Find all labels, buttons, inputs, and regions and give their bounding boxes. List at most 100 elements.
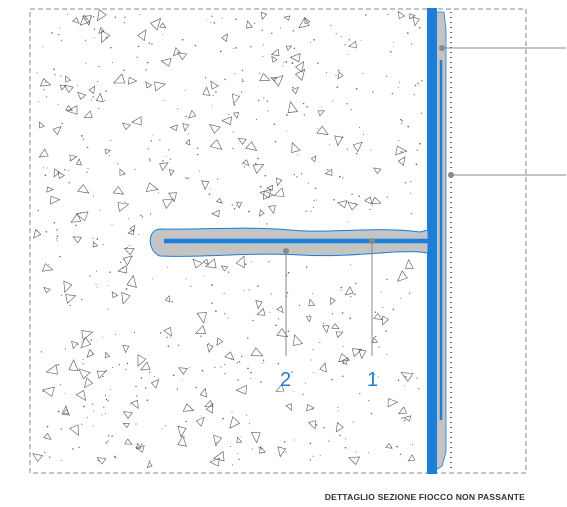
aggregate-dot <box>346 103 348 105</box>
aggregate-triangle <box>229 416 241 429</box>
aggregate-triangle <box>185 138 191 146</box>
aggregate-triangle <box>259 445 266 454</box>
aggregate-triangle <box>403 415 412 422</box>
aggregate-triangle <box>72 236 82 244</box>
aggregate-dot <box>370 412 373 415</box>
aggregate-triangle <box>235 384 247 395</box>
aggregate-triangle <box>250 347 264 357</box>
aggregate-triangle <box>295 61 305 73</box>
aggregate-dot <box>237 379 239 381</box>
aggregate-triangle <box>212 451 225 462</box>
aggregate-triangle <box>272 74 284 87</box>
aggregate-dot <box>216 178 219 180</box>
aggregate-dot <box>119 261 122 264</box>
aggregate-triangle <box>352 141 363 153</box>
aggregate-dot <box>140 377 143 379</box>
aggregate-dot <box>354 202 356 204</box>
aggregate-dot <box>292 30 295 32</box>
aggregate-dot <box>331 313 334 315</box>
aggregate-dot <box>72 448 74 450</box>
aggregate-dot <box>91 352 94 354</box>
aggregate-dot <box>48 263 50 265</box>
aggregate-dot <box>81 341 83 343</box>
aggregate-triangle <box>267 205 276 215</box>
aggregate-triangle <box>136 442 142 449</box>
aggregate-dot <box>266 100 268 102</box>
aggregate-dot <box>80 135 83 137</box>
aggregate-dot <box>252 319 254 322</box>
aggregate-dot <box>105 370 107 372</box>
aggregate-dot <box>79 212 82 214</box>
aggregate-triangle <box>177 425 187 438</box>
aggregate-dot <box>231 204 233 206</box>
aggregate-dot <box>304 382 306 384</box>
aggregate-dot <box>348 39 351 41</box>
aggregate-dot <box>69 304 71 306</box>
aggregate-dot <box>317 62 319 64</box>
aggregate-triangle <box>150 378 160 389</box>
aggregate-dot <box>57 363 60 366</box>
aggregate-dot <box>109 389 111 390</box>
aggregate-dot <box>148 158 151 160</box>
aggregate-dot <box>378 376 380 378</box>
aggregate-triangle <box>209 139 223 150</box>
aggregate-dot <box>211 302 213 304</box>
aggregate-triangle <box>163 327 172 337</box>
aggregate-triangle <box>206 343 214 353</box>
aggregate-dot <box>90 99 93 101</box>
aggregate-triangle <box>137 354 147 367</box>
aggregate-dot <box>113 455 116 458</box>
aggregate-dot <box>235 18 237 20</box>
aggregate-dot <box>81 423 83 425</box>
aggregate-dot <box>157 192 159 194</box>
aggregate-dot <box>354 293 356 296</box>
aggregate-dot <box>243 290 245 292</box>
aggregate-dot <box>110 140 112 142</box>
aggregate-dot <box>310 359 312 361</box>
aggregate-dot <box>96 286 98 288</box>
aggregate-triangle <box>259 73 271 82</box>
aggregate-triangle <box>101 30 111 44</box>
aggregate-dot <box>387 13 389 16</box>
aggregate-triangle <box>202 258 209 266</box>
aggregate-triangle <box>319 362 327 373</box>
aggregate-triangle <box>336 200 348 209</box>
aggregate-dot <box>93 37 95 39</box>
aggregate-triangle <box>122 344 130 354</box>
aggregate-triangle <box>285 403 292 411</box>
aggregate-dot <box>298 304 301 307</box>
aggregate-dot <box>89 275 91 277</box>
callout-number-2: 2 <box>280 369 291 391</box>
aggregate-dot <box>105 398 108 401</box>
aggregate-triangle <box>41 263 54 272</box>
aggregate-dot <box>151 278 153 280</box>
aggregate-dot <box>46 167 48 169</box>
aggregate-triangle <box>177 367 188 375</box>
aggregate-triangle <box>68 359 79 372</box>
aggregate-dot <box>380 291 382 293</box>
aggregate-dot <box>49 456 51 458</box>
right-leader-lower <box>448 172 566 178</box>
aggregate-dot <box>312 455 314 457</box>
aggregate-dot <box>162 160 164 162</box>
aggregate-dot <box>267 110 269 112</box>
aggregate-dot <box>64 348 67 350</box>
aggregate-triangle <box>273 187 285 197</box>
aggregate-dot <box>319 342 321 344</box>
aggregate-dot <box>356 152 358 155</box>
aggregate-dot <box>309 41 311 43</box>
aggregate-triangle <box>289 53 301 63</box>
aggregate-dot <box>184 89 186 91</box>
aggregate-dot <box>269 311 271 313</box>
aggregate-dot <box>146 399 149 401</box>
aggregate-dot <box>239 94 241 96</box>
aggregate-triangle <box>52 126 62 136</box>
aggregate-triangle <box>146 461 153 469</box>
aggregate-triangle <box>64 84 74 93</box>
aggregate-dot <box>86 171 88 173</box>
aggregate-triangle <box>211 209 220 218</box>
aggregate-dot <box>59 384 61 386</box>
aggregate-dot <box>315 424 318 426</box>
aggregate-triangle <box>88 85 96 95</box>
aggregate-dot <box>257 157 259 160</box>
